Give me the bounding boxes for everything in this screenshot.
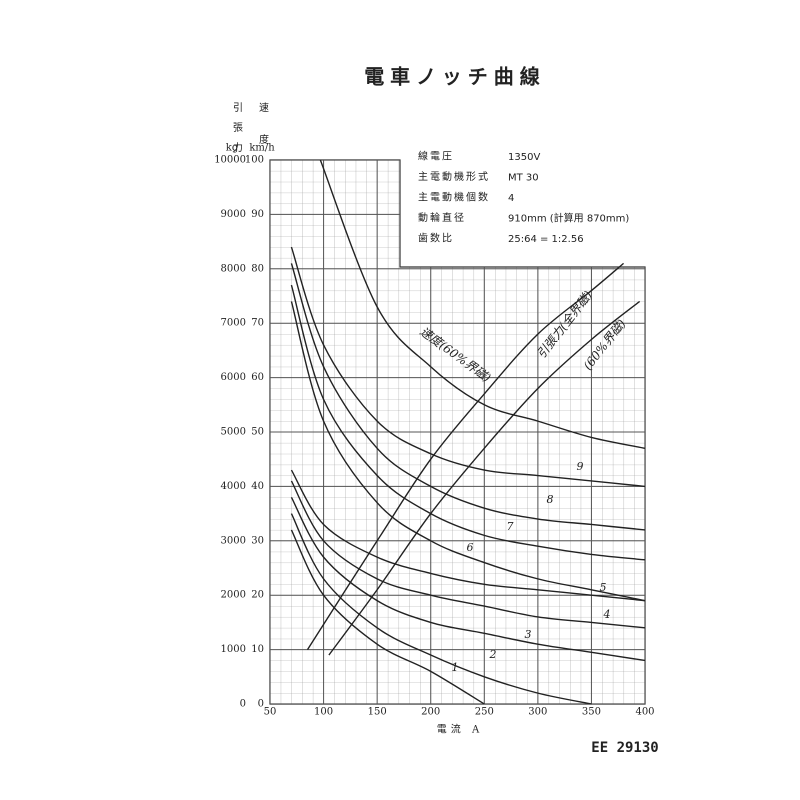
y2-tick-label: 60 xyxy=(251,372,264,383)
x-tick-label: 50 xyxy=(264,707,277,718)
spec-label: 主電動機個数 xyxy=(418,191,490,204)
x-tick-label: 200 xyxy=(421,707,440,718)
curve-label: 4 xyxy=(603,608,611,621)
y-tick-label: 2000 xyxy=(221,590,246,601)
spec-value: 910mm (計算用 870mm) xyxy=(508,212,629,225)
curve xyxy=(306,262,625,650)
y-tick-label: 0 xyxy=(240,699,246,710)
curve xyxy=(290,513,592,705)
curve xyxy=(290,246,646,488)
y-tick-label: 5000 xyxy=(221,427,246,438)
curve xyxy=(319,159,646,450)
footer: EE 29130 xyxy=(591,740,658,756)
curve-label: 6 xyxy=(467,541,474,554)
spec-value: 4 xyxy=(508,193,514,204)
y2-tick-label: 80 xyxy=(251,263,264,274)
curve xyxy=(290,496,646,662)
spec-value: MT 30 xyxy=(508,173,539,184)
curve xyxy=(290,301,646,602)
y2-tick-label: 40 xyxy=(251,481,264,492)
y2-tick-label: 90 xyxy=(251,209,264,220)
spec-value: 1350V xyxy=(508,152,540,163)
y-tick-label: 8000 xyxy=(221,263,246,274)
y2-tick-label: 50 xyxy=(251,427,264,438)
spec-label: 主電動機形式 xyxy=(418,170,490,183)
curve-label: 3 xyxy=(525,628,532,641)
curve xyxy=(290,469,646,602)
x-label: 電流 A xyxy=(437,723,483,736)
y2-tick-label: 30 xyxy=(251,535,264,546)
y-tick-label: 3000 xyxy=(221,535,246,546)
y-tick-label: 7000 xyxy=(221,318,246,329)
y2-label: 速度 xyxy=(257,102,269,166)
curve-label: 7 xyxy=(507,520,514,533)
curve-label: 9 xyxy=(577,460,584,473)
y-label: 引張力 xyxy=(231,102,243,162)
x-tick-label: 100 xyxy=(314,707,333,718)
x-tick-label: 350 xyxy=(582,707,601,718)
y-tick-label: 1000 xyxy=(221,644,246,655)
y2-unit: km/h xyxy=(249,143,275,154)
curve-label: 8 xyxy=(547,493,554,506)
y2-tick-label: 0 xyxy=(258,699,264,710)
y-tick-label: 4000 xyxy=(221,481,246,492)
specs: 線電圧 1350V 主電動機形式 MT 30 主電動機個数 4 動輪直径 910mm (計算用… xyxy=(418,150,629,246)
y-tick-label: 9000 xyxy=(221,209,246,220)
x-tick-label: 300 xyxy=(528,707,547,718)
y2-tick-label: 100 xyxy=(245,155,264,166)
y2-tick-label: 20 xyxy=(251,590,264,601)
curve-label: 2 xyxy=(489,648,497,661)
curve xyxy=(290,480,646,629)
y-tick-label: 10000 xyxy=(214,155,246,166)
curve xyxy=(290,529,485,705)
chart-title: 電車ノッチ曲線 xyxy=(364,65,546,89)
y2-tick-label: 70 xyxy=(251,318,264,329)
spec-label: 線電圧 xyxy=(418,150,454,163)
x-tick-label: 400 xyxy=(635,707,654,718)
spec-label: 動輪直径 xyxy=(418,211,466,224)
spec-value: 25:64 = 1:2.56 xyxy=(508,234,584,245)
curve-label: 1 xyxy=(452,661,459,674)
y-tick-label: 6000 xyxy=(221,372,246,383)
x-tick-label: 150 xyxy=(368,707,387,718)
curve xyxy=(328,300,641,656)
spec-label: 歯数比 xyxy=(418,232,454,245)
curve xyxy=(290,284,646,561)
y2-tick-label: 10 xyxy=(251,644,264,655)
x-tick-label: 250 xyxy=(475,707,494,718)
curve xyxy=(290,263,646,531)
curve-label: 5 xyxy=(600,581,607,594)
y-unit: kg xyxy=(226,143,239,154)
